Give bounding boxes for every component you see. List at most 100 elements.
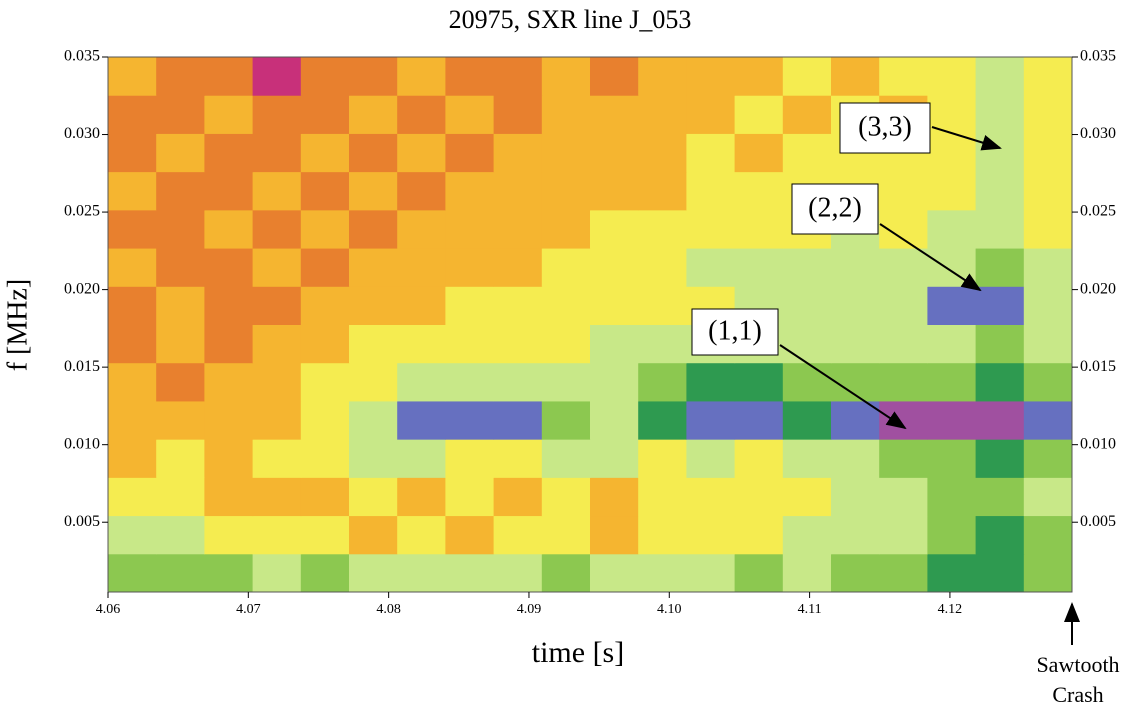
y2-tick-label: 0.015 bbox=[1080, 358, 1116, 375]
heatmap-cell bbox=[156, 400, 205, 440]
heatmap-cell bbox=[156, 515, 205, 555]
heatmap-cell bbox=[1023, 133, 1073, 173]
heatmap-cell bbox=[879, 248, 928, 287]
heatmap-cell bbox=[734, 553, 784, 593]
annotation-box bbox=[691, 308, 779, 356]
heatmap-cell bbox=[879, 400, 928, 440]
heatmap-cell bbox=[252, 248, 302, 287]
heatmap-cell bbox=[879, 171, 928, 211]
heatmap-cell bbox=[252, 362, 302, 402]
heatmap-cell bbox=[252, 95, 302, 134]
heatmap-cell bbox=[493, 400, 543, 440]
heatmap-cell bbox=[975, 324, 1025, 364]
heatmap-cell bbox=[975, 362, 1025, 402]
heatmap-cell bbox=[638, 95, 687, 134]
annotation-box bbox=[791, 183, 879, 235]
heatmap-cell bbox=[300, 248, 350, 287]
heatmap-cell bbox=[445, 553, 495, 593]
heatmap-cell bbox=[108, 400, 157, 440]
annotation-box bbox=[839, 102, 931, 154]
heatmap-cell bbox=[975, 57, 1025, 96]
y-tick-label: 0.015 bbox=[64, 358, 100, 375]
heatmap-cell bbox=[493, 133, 543, 173]
heatmap-cell bbox=[156, 362, 205, 402]
heatmap-cell bbox=[590, 209, 639, 249]
heatmap-cell bbox=[252, 133, 302, 173]
heatmap-cell bbox=[108, 286, 157, 325]
x-tick-label: 4.07 bbox=[236, 602, 261, 617]
heatmap-cell bbox=[1023, 362, 1073, 402]
heatmap-cell bbox=[204, 171, 254, 211]
heatmap-cell bbox=[831, 553, 880, 593]
heatmap-cell bbox=[638, 477, 687, 517]
heatmap-cell bbox=[300, 362, 350, 402]
heatmap-cell bbox=[445, 286, 495, 325]
heatmap-cell bbox=[445, 95, 495, 134]
crash-label: Sawtooth bbox=[1036, 652, 1119, 677]
chart-title: 20975, SXR line J_053 bbox=[449, 5, 692, 34]
heatmap-cell bbox=[638, 286, 687, 325]
heatmap-cell bbox=[156, 57, 205, 96]
heatmap-cell bbox=[638, 515, 687, 555]
heatmap-cell bbox=[831, 439, 880, 478]
heatmap-cell bbox=[349, 133, 398, 173]
heatmap-cell bbox=[156, 286, 205, 325]
heatmap-cell bbox=[1023, 515, 1073, 555]
heatmap-cell bbox=[927, 553, 977, 593]
heatmap-cell bbox=[349, 439, 398, 478]
heatmap-cell bbox=[108, 171, 157, 211]
heatmap-cell bbox=[686, 439, 736, 478]
heatmap-cell bbox=[445, 324, 495, 364]
heatmap-cell bbox=[686, 171, 736, 211]
heatmap-cell bbox=[445, 477, 495, 517]
heatmap-cell bbox=[734, 515, 784, 555]
heatmap-cell bbox=[445, 57, 495, 96]
heatmap-cell bbox=[831, 248, 880, 287]
heatmap-cell bbox=[204, 248, 254, 287]
heatmap-cell bbox=[638, 553, 687, 593]
heatmap-cell bbox=[975, 95, 1025, 134]
heatmap-cell bbox=[541, 57, 591, 96]
heatmap-cell bbox=[252, 171, 302, 211]
heatmap-cell bbox=[590, 133, 639, 173]
heatmap-cell bbox=[493, 515, 543, 555]
y-tick-label: 0.010 bbox=[64, 435, 100, 452]
heatmap-cell bbox=[493, 248, 543, 287]
heatmap-cell bbox=[879, 553, 928, 593]
heatmap-cell bbox=[349, 362, 398, 402]
heatmap-cell bbox=[541, 477, 591, 517]
heatmap-cell bbox=[252, 286, 302, 325]
annotation-arrow bbox=[779, 344, 907, 430]
heatmap-cell bbox=[975, 286, 1025, 325]
heatmap-cell bbox=[108, 477, 157, 517]
heatmap-cell bbox=[686, 553, 736, 593]
heatmap-cell bbox=[108, 324, 157, 364]
heatmap-cell bbox=[493, 57, 543, 96]
heatmap-cell bbox=[782, 362, 832, 402]
annotation-arrow bbox=[879, 223, 982, 292]
y2-tick-label: 0.035 bbox=[1080, 48, 1116, 65]
heatmap-cell bbox=[204, 286, 254, 325]
heatmap-cell bbox=[445, 400, 495, 440]
x-tick-label: 4.10 bbox=[657, 602, 682, 617]
heatmap bbox=[108, 57, 1073, 593]
heatmap-cell bbox=[590, 362, 639, 402]
heatmap-cell bbox=[204, 477, 254, 517]
y-tick-label: 0.035 bbox=[64, 48, 100, 65]
heatmap-cell bbox=[734, 57, 784, 96]
heatmap-cell bbox=[638, 57, 687, 96]
heatmap-cell bbox=[590, 439, 639, 478]
heatmap-cell bbox=[975, 515, 1025, 555]
heatmap-cell bbox=[975, 439, 1025, 478]
annotation: (3,3) (2,2) (1,1) bbox=[691, 102, 1002, 430]
heatmap-cell bbox=[1023, 286, 1073, 325]
heatmap-cell bbox=[300, 439, 350, 478]
y-tick-label: 0.020 bbox=[64, 280, 100, 297]
heatmap-cell bbox=[782, 400, 832, 440]
heatmap-cell bbox=[1023, 209, 1073, 249]
heatmap-cell bbox=[590, 553, 639, 593]
heatmap-cell bbox=[879, 57, 928, 96]
heatmap-cell bbox=[927, 209, 977, 249]
